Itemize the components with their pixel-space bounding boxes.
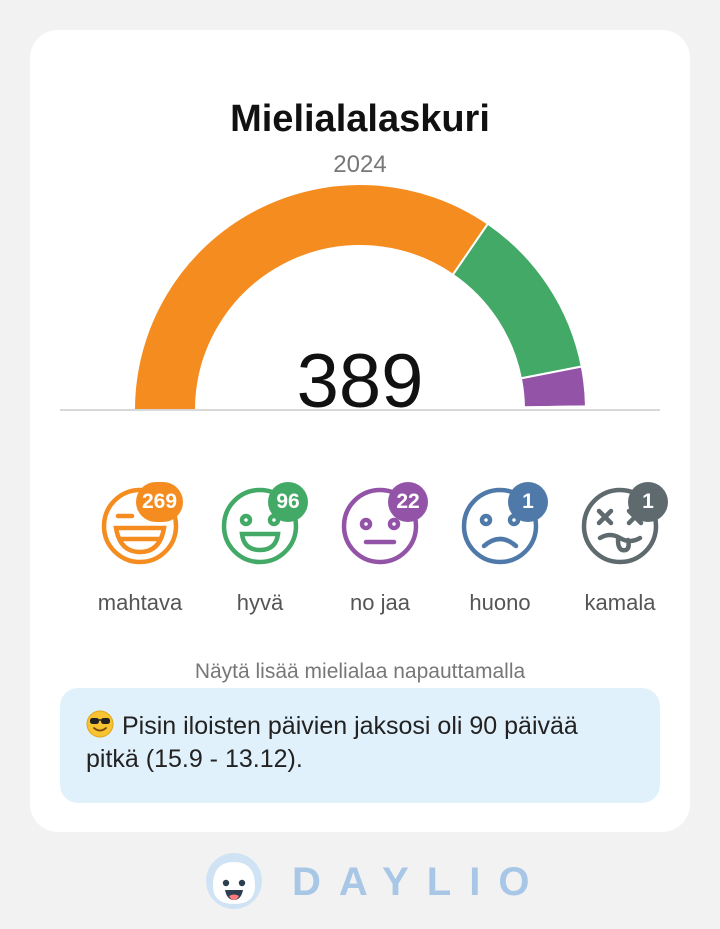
mood-item-mahtava[interactable]: 269 mahtava <box>80 470 200 620</box>
mood-label: kamala <box>584 590 656 615</box>
smiling-face-icon <box>221 487 299 565</box>
brand-footer: DAYLIO <box>0 852 720 912</box>
mood-item-huono[interactable]: 1 huono <box>440 470 560 620</box>
mood-count-badge: 269 <box>136 482 184 522</box>
mood-count-badge: 96 <box>268 482 308 522</box>
dizzy-face-icon <box>581 487 659 565</box>
page-title: Mielialalaskuri <box>230 98 490 140</box>
gauge-segment-mahtava <box>132 183 490 411</box>
mood-label: no jaa <box>350 590 410 615</box>
sunglasses-emoji-icon <box>86 710 114 738</box>
mood-item-hyva[interactable]: 96 hyvä <box>200 470 320 620</box>
streak-text: Pisin iloisten päivien jaksosi oli 90 pä… <box>86 712 578 773</box>
mood-count-badge: 1 <box>628 482 668 522</box>
mood-item-no-jaa[interactable]: 22 no jaa <box>320 470 440 620</box>
year-label: 2024 <box>333 151 387 178</box>
streak-info-box: Pisin iloisten päivien jaksosi oli 90 pä… <box>60 688 660 803</box>
mood-item-kamala[interactable]: 1 kamala <box>560 470 680 620</box>
mood-label: hyvä <box>236 590 284 615</box>
total-entries: 389 <box>296 339 424 424</box>
mood-counter-card: Mielialalaskuri 2024 389 269 mahtava <box>30 30 690 832</box>
tap-hint[interactable]: Näytä lisää mielialaa napauttamalla <box>194 660 526 683</box>
mood-list: 269 mahtava 96 hyvä <box>80 470 668 620</box>
mood-label: huono <box>469 590 531 615</box>
mood-count-badge: 1 <box>508 482 548 522</box>
mood-count-badge: 22 <box>388 482 428 522</box>
daylio-logo-icon <box>206 853 262 909</box>
neutral-face-icon <box>341 487 419 565</box>
brand-name: DAYLIO <box>292 860 548 904</box>
mood-label: mahtava <box>97 590 183 615</box>
mood-gauge <box>60 183 660 411</box>
